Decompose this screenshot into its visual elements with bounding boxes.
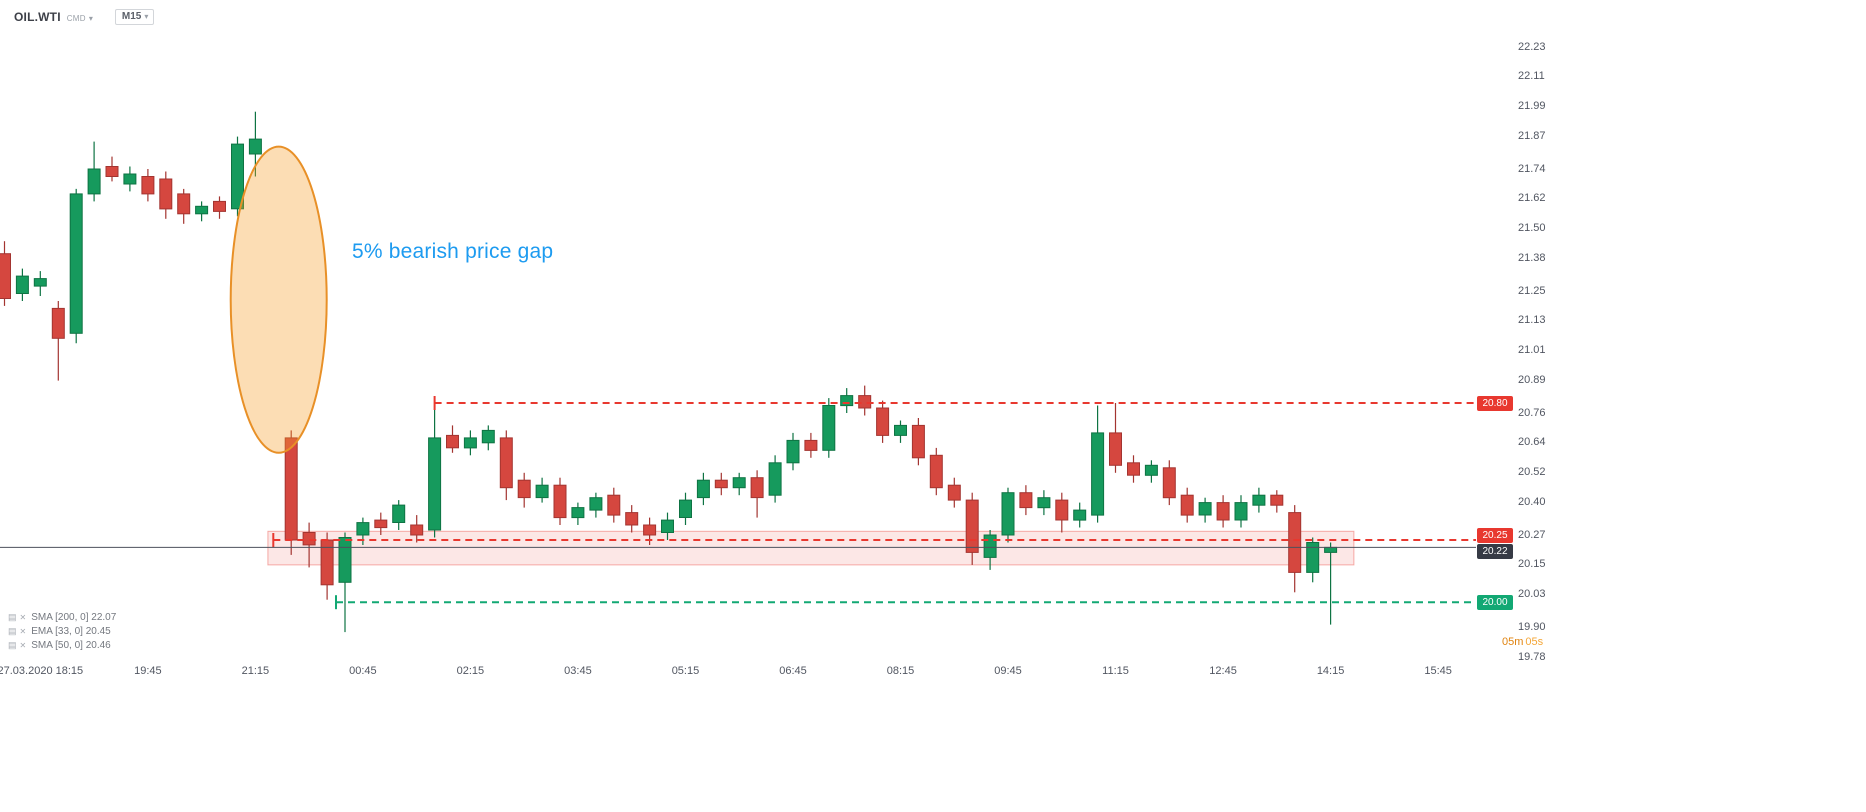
indicator-row: ▤ ✕ SMA [200, 0] 22.07 bbox=[8, 611, 116, 624]
indicator-settings-icon[interactable]: ▤ bbox=[8, 626, 17, 636]
indicator-label: EMA [33, 0] 20.45 bbox=[31, 626, 111, 637]
price-zone bbox=[267, 530, 1355, 566]
indicator-legend: ▤ ✕ SMA [200, 0] 22.07 ▤ ✕ EMA [33, 0] 2… bbox=[8, 611, 116, 653]
timeframe-label: M15 bbox=[121, 11, 142, 22]
indicator-remove-icon[interactable]: ✕ bbox=[19, 613, 27, 622]
countdown-minutes: 05m bbox=[1502, 636, 1524, 648]
candles-layer bbox=[0, 111, 1338, 633]
chevron-down-icon: ▾ bbox=[144, 12, 149, 21]
price-level-line bbox=[433, 396, 1476, 410]
indicator-row: ▤ ✕ SMA [50, 0] 20.46 bbox=[8, 639, 116, 652]
time-axis[interactable] bbox=[0, 660, 1510, 690]
indicator-row: ▤ ✕ EMA [33, 0] 20.45 bbox=[8, 625, 116, 638]
countdown-seconds: 05s bbox=[1525, 636, 1544, 648]
gap-annotation-text[interactable]: 5% bearish price gap bbox=[352, 240, 554, 263]
indicator-settings-icon[interactable]: ▤ bbox=[8, 612, 17, 622]
market-type-label: CMD bbox=[66, 14, 86, 23]
gap-highlight-ellipse bbox=[229, 145, 328, 454]
candle-countdown: 05m 05s bbox=[1502, 636, 1545, 648]
price-level-line bbox=[272, 533, 1476, 547]
indicator-label: SMA [50, 0] 20.46 bbox=[31, 640, 111, 651]
timeframe-selector[interactable]: M15 ▾ bbox=[114, 9, 155, 25]
price-level-line bbox=[335, 595, 1476, 610]
indicator-label: SMA [200, 0] 22.07 bbox=[31, 612, 117, 623]
chart-topbar: OIL.WTI CMD ▾ M15 ▾ bbox=[14, 9, 155, 25]
indicator-remove-icon[interactable]: ✕ bbox=[19, 627, 27, 636]
symbol-name: OIL.WTI bbox=[14, 10, 61, 24]
indicator-settings-icon[interactable]: ▤ bbox=[8, 640, 17, 650]
symbol-selector[interactable]: OIL.WTI CMD ▾ bbox=[14, 10, 93, 24]
price-axis[interactable] bbox=[1512, 0, 1572, 660]
chevron-down-icon: ▾ bbox=[88, 14, 93, 23]
indicator-remove-icon[interactable]: ✕ bbox=[19, 641, 27, 650]
